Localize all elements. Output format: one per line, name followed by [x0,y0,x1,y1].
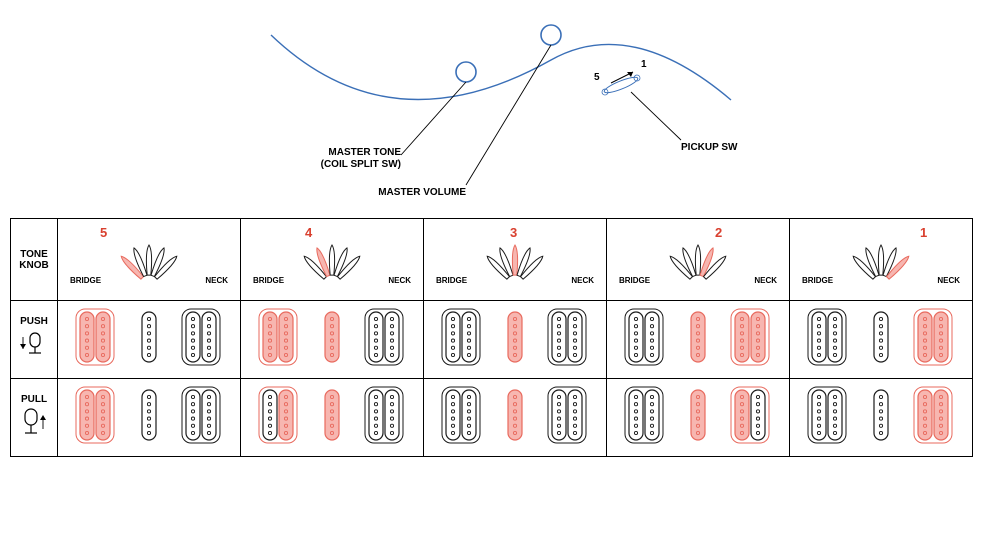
tone-knob-header-text: TONE KNOB [19,249,48,271]
svg-text:2: 2 [715,225,722,240]
master-volume-label: MASTER VOLUME [378,187,466,198]
svg-text:3: 3 [510,225,517,240]
push-config-pos-1 [790,301,973,379]
svg-text:1: 1 [920,225,927,240]
pull-config-pos-1 [790,379,973,457]
switch-pos-1-label: 1 [641,59,647,70]
push-config-pos-5 [58,301,241,379]
selector-pos-2: 2 BRIDGE NECK [607,219,790,301]
svg-text:BRIDGE: BRIDGE [619,276,651,285]
push-knob-icon [17,327,51,361]
switch-pos-5-label: 5 [594,72,600,83]
pull-label: PULL [17,394,51,405]
svg-text:NECK: NECK [937,276,960,285]
svg-text:BRIDGE: BRIDGE [253,276,285,285]
svg-text:5: 5 [100,225,107,240]
push-label: PUSH [17,316,51,327]
pull-config-pos-4 [241,379,424,457]
tone-knob-header: TONE KNOB [11,219,58,301]
svg-text:BRIDGE: BRIDGE [70,276,102,285]
pull-row-header: PULL [11,379,58,457]
leader-tone [401,82,466,155]
pull-config-pos-5 [58,379,241,457]
push-config-pos-3 [424,301,607,379]
pickup-sw-label: PICKUP SW [681,142,738,153]
push-row: PUSH [11,301,973,379]
tone-knob-icon [456,62,476,82]
coil-split-label: (COIL SPLIT SW) [321,159,401,170]
selector-position-row: TONE KNOB 5 BRIDGE NECK 4 BRIDGE NECK 3 BRIDGE N… [11,219,973,301]
push-row-header: PUSH [11,301,58,379]
push-config-pos-4 [241,301,424,379]
body-outline [271,35,731,100]
svg-text:NECK: NECK [205,276,228,285]
selector-pos-4: 4 BRIDGE NECK [241,219,424,301]
selector-pos-1: 1 BRIDGE NECK [790,219,973,301]
push-config-pos-2 [607,301,790,379]
svg-text:4: 4 [305,225,313,240]
volume-knob-icon [541,25,561,45]
pull-config-pos-3 [424,379,607,457]
leader-volume [466,45,551,185]
pull-config-pos-2 [607,379,790,457]
svg-text:BRIDGE: BRIDGE [802,276,834,285]
pull-knob-icon [17,405,51,439]
leader-pickup-sw [631,92,681,140]
pickup-config-table: TONE KNOB 5 BRIDGE NECK 4 BRIDGE NECK 3 BRIDGE N… [10,218,973,457]
pickup-switch-icon: 5 1 [594,59,647,95]
selector-pos-5: 5 BRIDGE NECK [58,219,241,301]
master-tone-label: MASTER TONE [328,147,401,158]
guitar-body-svg: 5 1 MASTER TONE (COIL SPLIT SW) MASTER V… [191,10,791,210]
svg-text:NECK: NECK [571,276,594,285]
svg-text:BRIDGE: BRIDGE [436,276,468,285]
svg-text:NECK: NECK [754,276,777,285]
selector-pos-3: 3 BRIDGE NECK [424,219,607,301]
guitar-control-diagram: 5 1 MASTER TONE (COIL SPLIT SW) MASTER V… [10,10,972,210]
pull-row: PULL [11,379,973,457]
svg-text:NECK: NECK [388,276,411,285]
